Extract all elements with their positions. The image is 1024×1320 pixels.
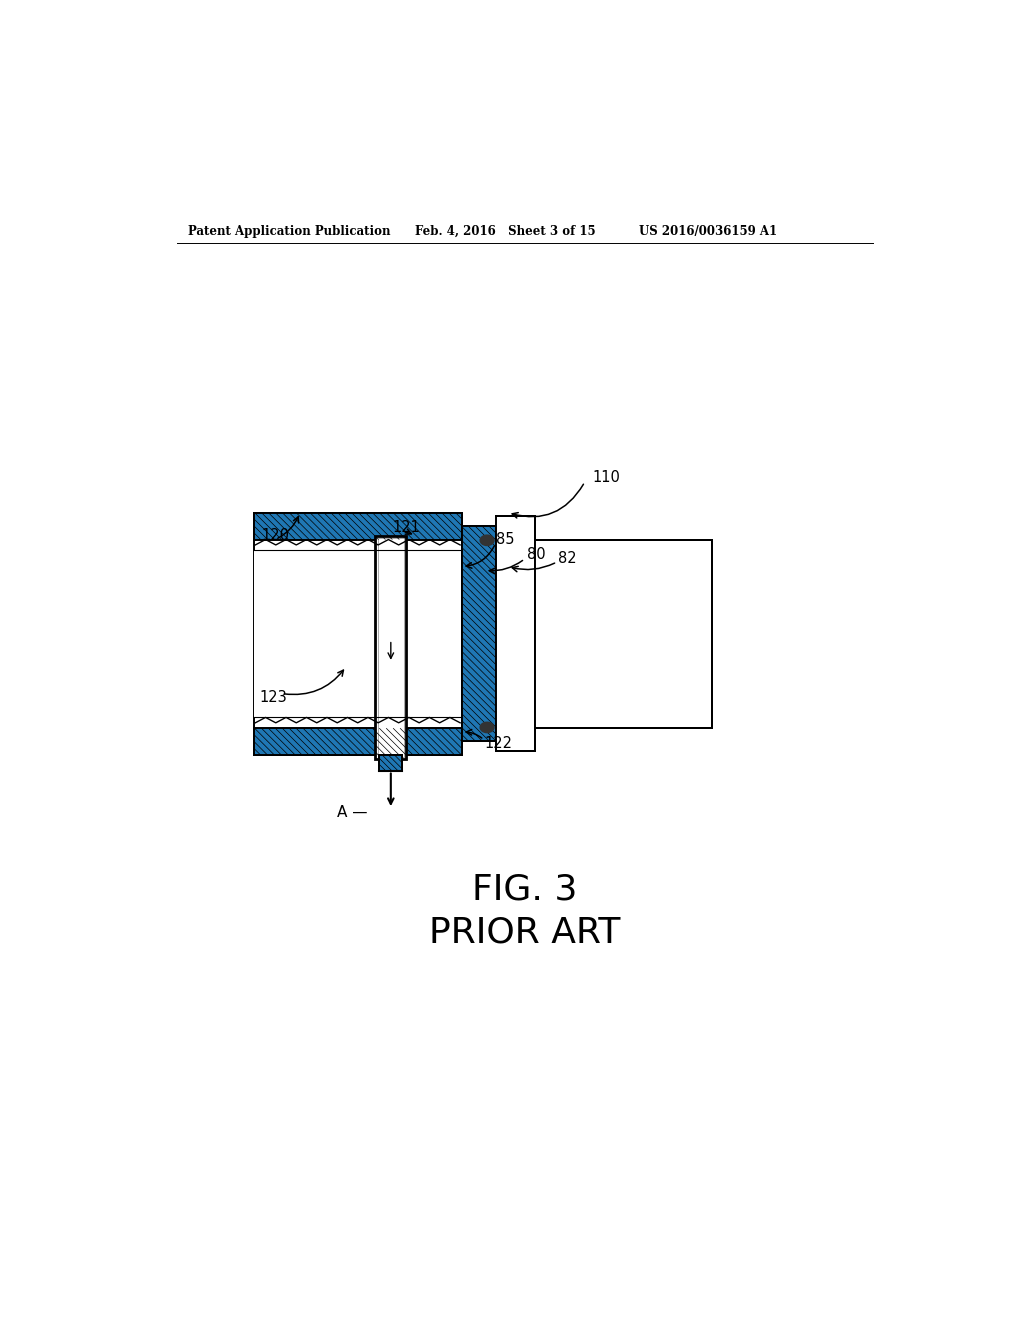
Bar xyxy=(379,755,402,771)
Bar xyxy=(378,539,403,756)
Text: FIG. 3: FIG. 3 xyxy=(472,873,578,907)
Text: 85: 85 xyxy=(497,532,515,546)
Bar xyxy=(254,512,462,540)
Text: PRIOR ART: PRIOR ART xyxy=(429,915,621,949)
Text: 80: 80 xyxy=(527,548,546,562)
Text: 122: 122 xyxy=(484,737,513,751)
Text: 110: 110 xyxy=(593,470,621,486)
Bar xyxy=(254,512,462,755)
Text: 123: 123 xyxy=(260,690,288,705)
Text: Feb. 4, 2016   Sheet 3 of 15: Feb. 4, 2016 Sheet 3 of 15 xyxy=(416,224,596,238)
Text: US 2016/0036159 A1: US 2016/0036159 A1 xyxy=(639,224,777,238)
Bar xyxy=(462,527,497,742)
Bar xyxy=(254,729,462,755)
Bar xyxy=(376,536,407,759)
Bar xyxy=(254,550,462,718)
Bar xyxy=(462,527,497,742)
Bar xyxy=(497,516,535,751)
Bar xyxy=(254,512,462,540)
Text: 120: 120 xyxy=(261,528,290,544)
Bar xyxy=(462,527,497,742)
Text: 82: 82 xyxy=(558,552,577,566)
Bar xyxy=(379,755,402,771)
Bar xyxy=(535,540,712,729)
Ellipse shape xyxy=(480,722,494,733)
Text: A —: A — xyxy=(337,805,368,821)
Text: Patent Application Publication: Patent Application Publication xyxy=(188,224,391,238)
Bar xyxy=(379,755,402,771)
Bar xyxy=(254,729,462,755)
Ellipse shape xyxy=(480,535,494,545)
Text: 121: 121 xyxy=(392,520,420,536)
